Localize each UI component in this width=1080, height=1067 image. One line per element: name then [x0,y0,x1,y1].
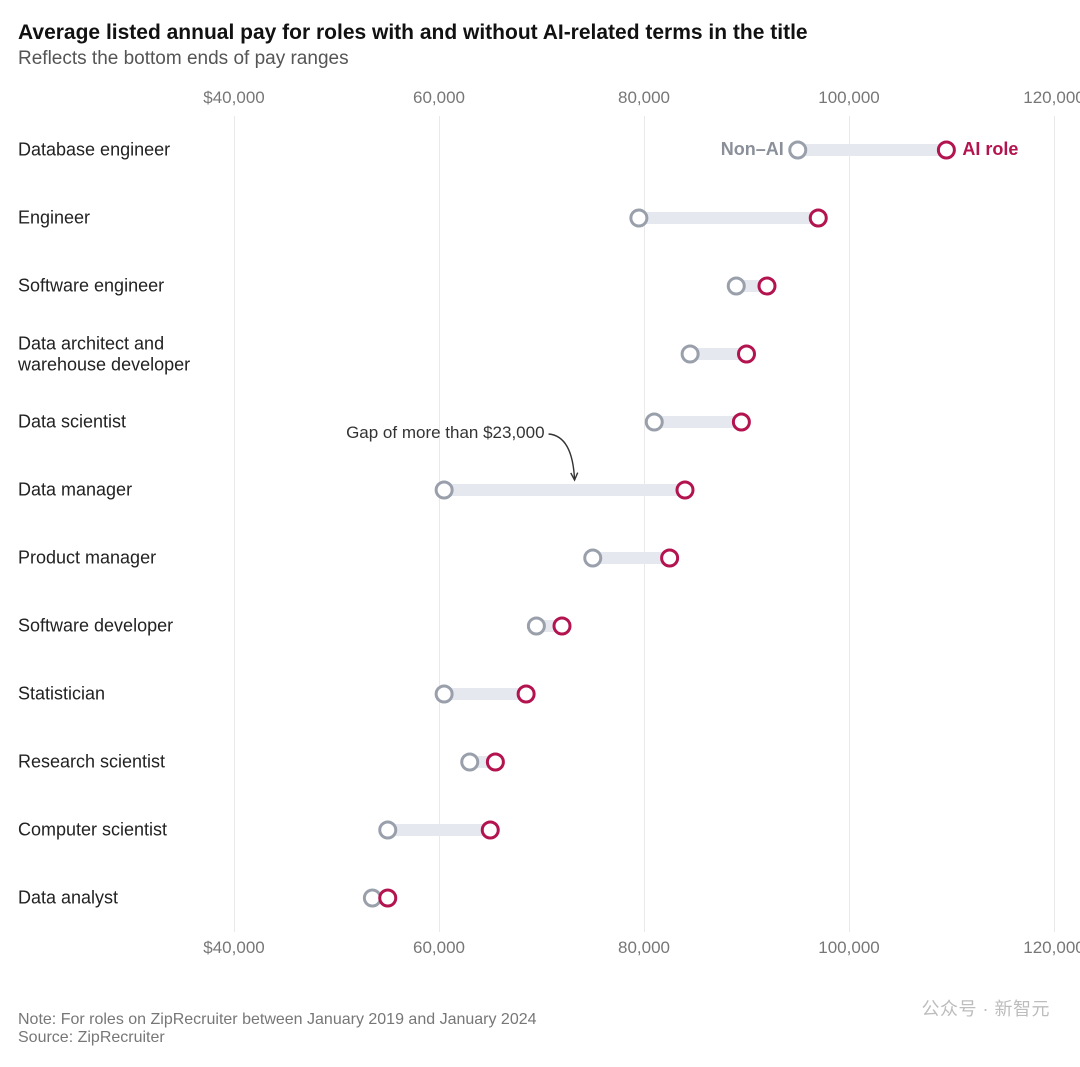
marker-non-ai [462,754,478,770]
marker-non-ai [646,414,662,430]
dumbbell-bar [388,824,491,836]
dumbbell-chart: $40,000$40,00060,00060,00080,00080,00010… [18,88,1054,960]
dumbbell-bar [654,416,741,428]
dumbbell-bar [444,688,526,700]
watermark: 公众号 · 新智元 [922,995,1051,1021]
marker-ai [380,890,396,906]
dumbbell-bar [444,484,685,496]
row-label: Data architect andwarehouse developer [18,334,228,375]
marker-ai [487,754,503,770]
marker-non-ai [436,686,452,702]
marker-non-ai [436,482,452,498]
row-label: Engineer [18,208,228,229]
row-label: Software developer [18,616,228,637]
row-label: Product manager [18,548,228,569]
marker-ai [759,278,775,294]
marker-non-ai [380,822,396,838]
row-label: Data analyst [18,888,228,909]
row-label: Data scientist [18,412,228,433]
marker-non-ai [364,890,380,906]
chart-subtitle: Reflects the bottom ends of pay ranges [18,48,1062,70]
row-label: Software engineer [18,276,228,297]
dumbbell-bar [798,144,947,156]
row-label: Statistician [18,684,228,705]
marker-ai [677,482,693,498]
marker-ai [733,414,749,430]
annotation-arrow [549,434,578,480]
marker-ai [662,550,678,566]
marker-non-ai [790,142,806,158]
annotation-label: Gap of more than $23,000 [346,423,544,443]
chart-source: Source: ZipRecruiter [18,1029,537,1047]
marker-non-ai [682,346,698,362]
dumbbell-bar [593,552,670,564]
legend-non-ai: Non–AI [721,139,784,160]
row-label: Database engineer [18,140,228,161]
marker-non-ai [585,550,601,566]
marker-non-ai [728,278,744,294]
marker-ai [739,346,755,362]
marker-non-ai [631,210,647,226]
chart-container: { "title": "Average listed annual pay fo… [0,0,1080,1067]
marker-ai [938,142,954,158]
gridline [1054,116,1055,932]
marker-ai [810,210,826,226]
row-label: Data manager [18,480,228,501]
marker-non-ai [528,618,544,634]
chart-note: Note: For roles on ZipRecruiter between … [18,1011,537,1029]
marker-ai [554,618,570,634]
row-label: Computer scientist [18,820,228,841]
marker-ai [482,822,498,838]
row-label: Research scientist [18,752,228,773]
dumbbell-bar [639,212,818,224]
chart-title: Average listed annual pay for roles with… [18,20,1062,46]
legend-ai: AI role [962,139,1018,160]
marker-ai [518,686,534,702]
